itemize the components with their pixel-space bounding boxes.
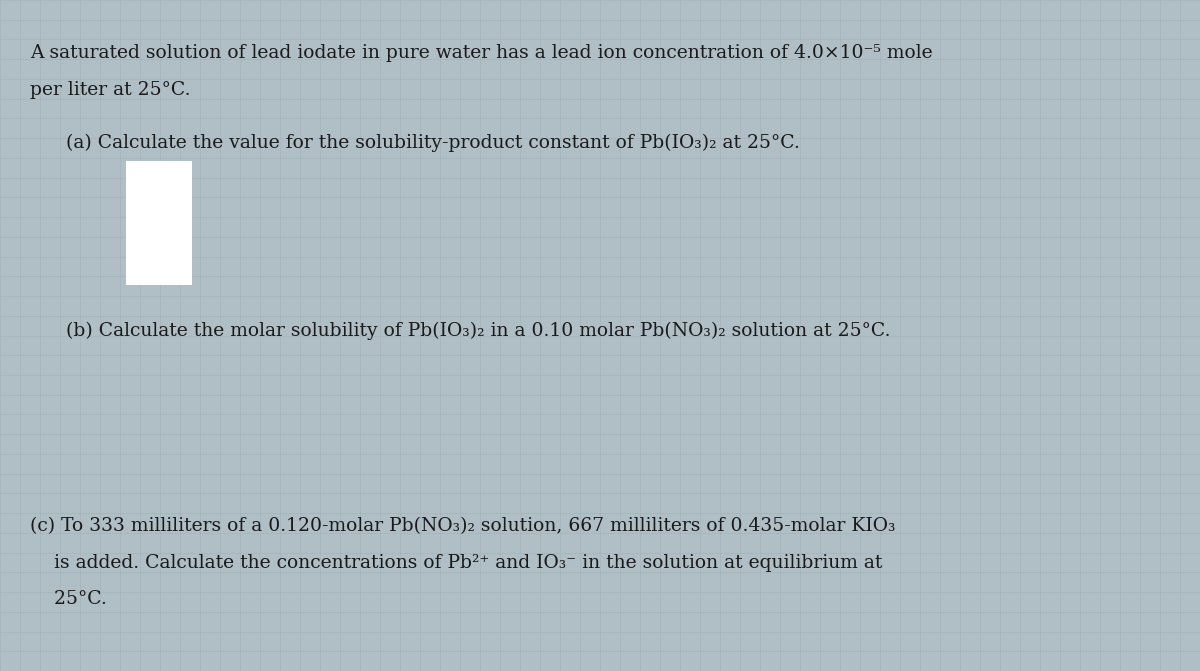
Text: per liter at 25°C.: per liter at 25°C. [30,81,191,99]
Text: is added. Calculate the concentrations of Pb²⁺ and IO₃⁻ in the solution at equil: is added. Calculate the concentrations o… [30,554,882,572]
Text: (a) Calculate the value for the solubility-product constant of Pb(IO₃)₂ at 25°C.: (a) Calculate the value for the solubili… [66,134,800,152]
Text: (c) To 333 milliliters of a 0.120-molar Pb(NO₃)₂ solution, 667 milliliters of 0.: (c) To 333 milliliters of a 0.120-molar … [30,517,895,535]
Text: (b) Calculate the molar solubility of Pb(IO₃)₂ in a 0.10 molar Pb(NO₃)₂ solution: (b) Calculate the molar solubility of Pb… [66,322,890,340]
Text: 25°C.: 25°C. [30,590,107,609]
FancyBboxPatch shape [126,161,192,285]
Text: A saturated solution of lead iodate in pure water has a lead ion concentration o: A saturated solution of lead iodate in p… [30,44,932,62]
